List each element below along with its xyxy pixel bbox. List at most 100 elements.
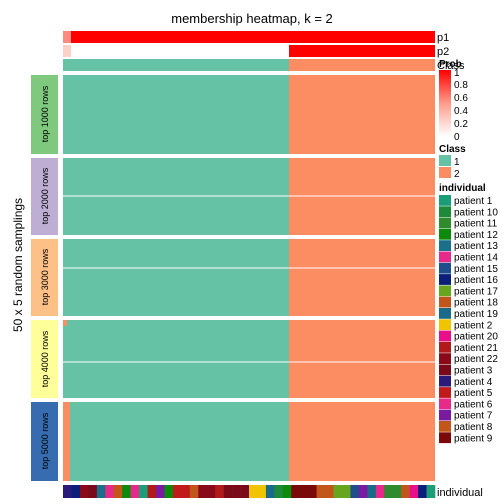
individual-swatch xyxy=(439,330,451,342)
individual-annotation-cell xyxy=(350,485,360,498)
p2-annotation-label: p2 xyxy=(437,46,449,58)
class-annotation-label: Class xyxy=(437,60,465,72)
individual-label: patient 18 xyxy=(454,298,498,309)
individual-swatch xyxy=(439,206,451,218)
individual-annotation-cell xyxy=(308,485,317,498)
p1-annotation-label: p1 xyxy=(437,32,449,44)
individual-annotation-cell xyxy=(418,485,427,498)
group-gap-3 xyxy=(63,316,435,320)
individual-swatch xyxy=(439,251,451,263)
p1-left-cell xyxy=(63,31,289,43)
group-label-2000: top 2000 rows xyxy=(40,167,50,224)
individual-annotation-cell xyxy=(325,485,334,498)
individual-annotation-bar xyxy=(63,485,436,498)
individual-annotation-cell xyxy=(181,485,191,498)
individual-annotation-cell xyxy=(88,485,98,498)
individual-swatch xyxy=(439,341,451,353)
individual-annotation-cell xyxy=(409,485,419,498)
group-bar-2000 xyxy=(31,158,58,235)
individual-annotation-cell xyxy=(257,485,267,498)
p2-right-cell xyxy=(289,45,435,57)
class-left-cell xyxy=(63,59,289,71)
individual-annotation-cell xyxy=(164,485,174,498)
individual-annotation-cell xyxy=(342,485,351,498)
individual-swatch xyxy=(439,285,451,297)
individual-label: patient 15 xyxy=(454,264,498,275)
heatmap-class2-block xyxy=(289,75,435,481)
individual-label: patient 7 xyxy=(454,411,493,422)
group-bar-4000 xyxy=(31,320,58,398)
individual-annotation-cell xyxy=(265,485,275,498)
individual-label: patient 1 xyxy=(454,196,493,207)
heatmap-4000-class2-strip xyxy=(63,320,67,326)
individual-annotation-cell xyxy=(384,485,394,498)
individual-annotation-cell xyxy=(392,485,402,498)
individual-swatch xyxy=(439,228,451,240)
heatmap-5000-class2-strip xyxy=(63,402,70,481)
individual-legend-title: individual xyxy=(439,183,486,194)
class-2-swatch xyxy=(439,167,451,178)
prob-legend-title: Prob xyxy=(439,59,462,70)
individual-annotation-cell xyxy=(172,485,182,498)
individual-annotation-cell xyxy=(113,485,123,498)
individual-annotation-cell xyxy=(96,485,106,498)
individual-label: patient 11 xyxy=(454,219,498,230)
prob-legend: Prob 1 0.8 0.6 0.4 0.2 0 xyxy=(439,59,468,143)
individual-annotation-cell xyxy=(105,485,115,498)
p2-left-corner xyxy=(63,45,71,57)
individual-label: patient 17 xyxy=(454,286,498,297)
individual-annotation-cell xyxy=(282,485,292,498)
individual-label: patient 14 xyxy=(454,253,498,264)
individual-annotation-cell xyxy=(358,485,368,498)
individual-annotation-cell xyxy=(206,485,216,498)
individual-annotation-cell xyxy=(249,485,258,498)
prob-tick-08: 0.8 xyxy=(454,80,468,91)
class-1-label: 1 xyxy=(454,157,460,168)
individual-annotation-cell xyxy=(240,485,250,498)
individual-label: patient 20 xyxy=(454,332,498,343)
individual-annotation-cell xyxy=(401,485,410,498)
individual-swatch xyxy=(439,375,451,387)
individual-label: patient 3 xyxy=(454,366,493,377)
individual-annotation-cell xyxy=(375,485,385,498)
prob-tick-02: 0.2 xyxy=(454,119,468,130)
prob-color-scale xyxy=(439,70,451,136)
individual-annotation-cell xyxy=(426,485,436,498)
individual-label: patient 12 xyxy=(454,230,498,241)
heatmap-class1-block xyxy=(63,75,289,481)
p1-right-cell xyxy=(289,31,435,43)
individual-swatch xyxy=(439,398,451,410)
individual-annotation-cell xyxy=(139,485,148,498)
top-annotations: p1 p2 Class xyxy=(63,31,465,72)
individual-label: patient 22 xyxy=(454,354,498,365)
class-legend: Class 1 2 xyxy=(439,144,466,180)
individual-label: patient 13 xyxy=(454,241,498,252)
individual-annotation-cell xyxy=(71,485,81,498)
individual-swatch xyxy=(439,240,451,251)
class-legend-title: Class xyxy=(439,144,466,155)
individual-label: patient 6 xyxy=(454,399,493,410)
individual-swatch xyxy=(439,296,451,308)
individual-label: patient 10 xyxy=(454,207,498,218)
individual-swatch xyxy=(439,409,451,421)
individual-swatch xyxy=(439,387,451,398)
group-label-3000: top 3000 rows xyxy=(40,248,50,305)
individual-swatch xyxy=(439,421,451,432)
individual-annotation-cell xyxy=(189,485,199,498)
individual-annotation-cell xyxy=(367,485,377,498)
individual-label: patient 16 xyxy=(454,275,498,286)
individual-annotation-cell xyxy=(198,485,208,498)
heatmap-body xyxy=(63,75,435,481)
chart-title: membership heatmap, k = 2 xyxy=(171,11,333,26)
individual-annotation-cell xyxy=(63,485,72,498)
class-1-swatch xyxy=(439,155,451,166)
prob-tick-0: 0 xyxy=(454,132,460,143)
prob-tick-1: 1 xyxy=(454,68,460,79)
individual-annotation-cell xyxy=(130,485,140,498)
individual-annotation-cell xyxy=(122,485,131,498)
group-label-1000: top 1000 rows xyxy=(40,85,50,142)
individual-swatch xyxy=(439,274,451,285)
p1-left-corner xyxy=(63,31,71,43)
